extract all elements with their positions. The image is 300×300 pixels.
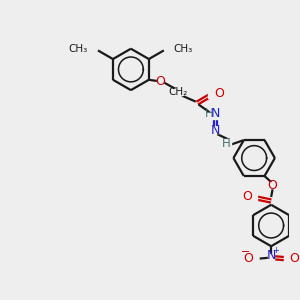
Text: CH₃: CH₃ <box>69 44 88 54</box>
Text: O: O <box>243 252 253 265</box>
Text: O: O <box>290 252 299 265</box>
Text: N: N <box>211 124 220 136</box>
Text: N: N <box>211 107 220 120</box>
Text: O: O <box>214 87 224 100</box>
Bar <box>250 255 258 262</box>
Text: N: N <box>266 249 276 262</box>
Bar <box>269 182 276 188</box>
Text: +: + <box>272 246 279 255</box>
Bar <box>224 139 231 146</box>
Bar <box>284 255 290 262</box>
Bar <box>213 127 219 133</box>
Bar <box>251 195 257 201</box>
Bar <box>268 254 274 260</box>
Bar <box>208 92 214 98</box>
Text: O: O <box>242 190 252 203</box>
Text: O: O <box>155 75 165 88</box>
Text: H: H <box>222 137 231 150</box>
Bar <box>157 78 163 84</box>
Text: CH₃: CH₃ <box>174 44 193 54</box>
Text: −: − <box>241 247 250 257</box>
Text: O: O <box>268 179 278 192</box>
Text: CH₂: CH₂ <box>169 87 188 97</box>
Bar <box>174 89 183 95</box>
Text: H: H <box>205 107 214 120</box>
Bar <box>208 112 218 119</box>
